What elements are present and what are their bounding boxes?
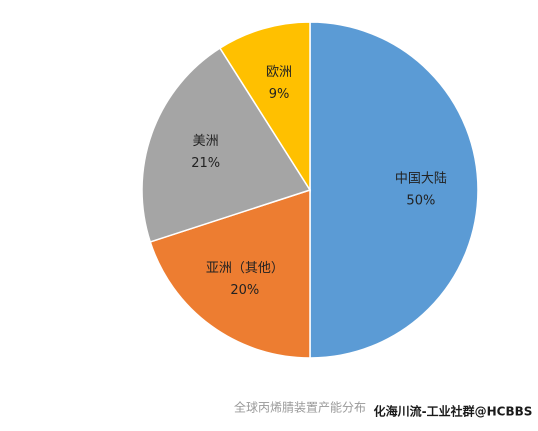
pie-slice (218, 21, 311, 193)
watermark: 化海川流-工业社群@HCBBS (374, 404, 533, 419)
caption: 全球丙烯腈装置产能分布 (234, 400, 366, 415)
value-label: 20% (230, 283, 259, 298)
slice-label: 亚洲（其他） (206, 261, 284, 276)
slice-label: 中国大陆 (395, 171, 447, 187)
value-label: 50% (406, 194, 435, 209)
slice-label: 美洲 (193, 134, 219, 149)
pie-slice (141, 47, 312, 243)
value-label: 21% (191, 156, 220, 171)
pie-slice (309, 21, 479, 359)
pie-slice (149, 188, 311, 359)
slice-label: 欧洲 (266, 65, 292, 80)
value-label: 9% (269, 87, 290, 102)
